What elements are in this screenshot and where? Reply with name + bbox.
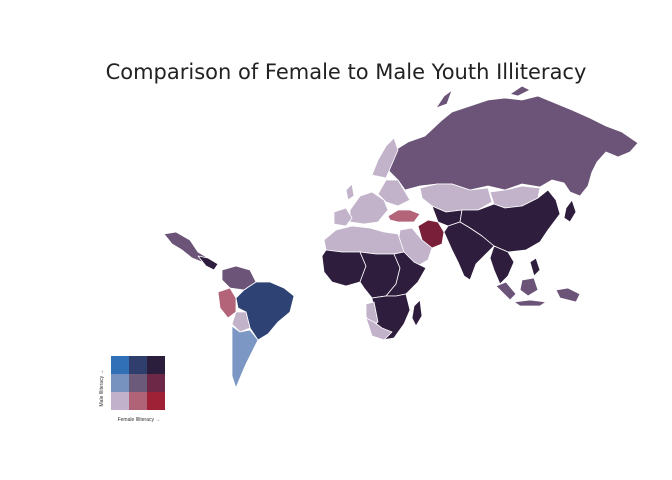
legend-x-label: Female Illiteracy → [118,417,161,423]
legend-cell-1-0 [111,374,129,392]
country-russia[interactable] [383,95,639,197]
country-scandinavia[interactable] [371,137,399,179]
country-philippines[interactable] [529,257,541,277]
legend-cell-0-0 [111,356,129,374]
country-eastern-europe[interactable] [377,179,411,207]
country-bolivia[interactable] [231,311,251,333]
legend-cell-2-2 [147,392,165,410]
country-britain[interactable] [345,183,355,201]
bivariate-legend: Male Illiteracy → Female Illiteracy → [99,356,165,423]
country-iberia[interactable] [333,207,353,227]
legend-grid [111,356,165,410]
country-indonesia-borneo[interactable] [519,277,539,297]
country-turkey[interactable] [387,209,421,223]
legend-cell-0-2 [147,356,165,374]
country-argentina[interactable] [231,325,259,389]
country-southeast-asia[interactable] [489,245,515,285]
country-kazakhstan[interactable] [419,183,493,213]
country-novaya-zemlya[interactable] [435,89,453,109]
legend-cell-1-1 [129,374,147,392]
map-title: Comparison of Female to Male Youth Illit… [106,60,587,84]
country-russia-island[interactable] [509,85,531,97]
country-japan[interactable] [563,199,577,223]
country-north-africa[interactable] [323,225,405,255]
country-indonesia-java[interactable] [513,299,547,307]
country-central-america[interactable] [197,255,219,271]
country-south-asia[interactable] [443,221,495,281]
world-map [163,85,639,389]
country-new-guinea[interactable] [555,287,581,303]
country-western-europe[interactable] [349,191,389,225]
legend-cell-0-1 [129,356,147,374]
country-west-africa[interactable] [321,249,367,287]
legend-cell-1-2 [147,374,165,392]
legend-y-label: Male Illiteracy → [99,370,105,407]
country-indonesia-sumatra[interactable] [495,281,517,301]
country-south-africa[interactable] [365,317,393,341]
country-peru[interactable] [217,287,237,319]
legend-cell-2-1 [129,392,147,410]
country-madagascar[interactable] [411,299,423,327]
legend-cell-2-0 [111,392,129,410]
